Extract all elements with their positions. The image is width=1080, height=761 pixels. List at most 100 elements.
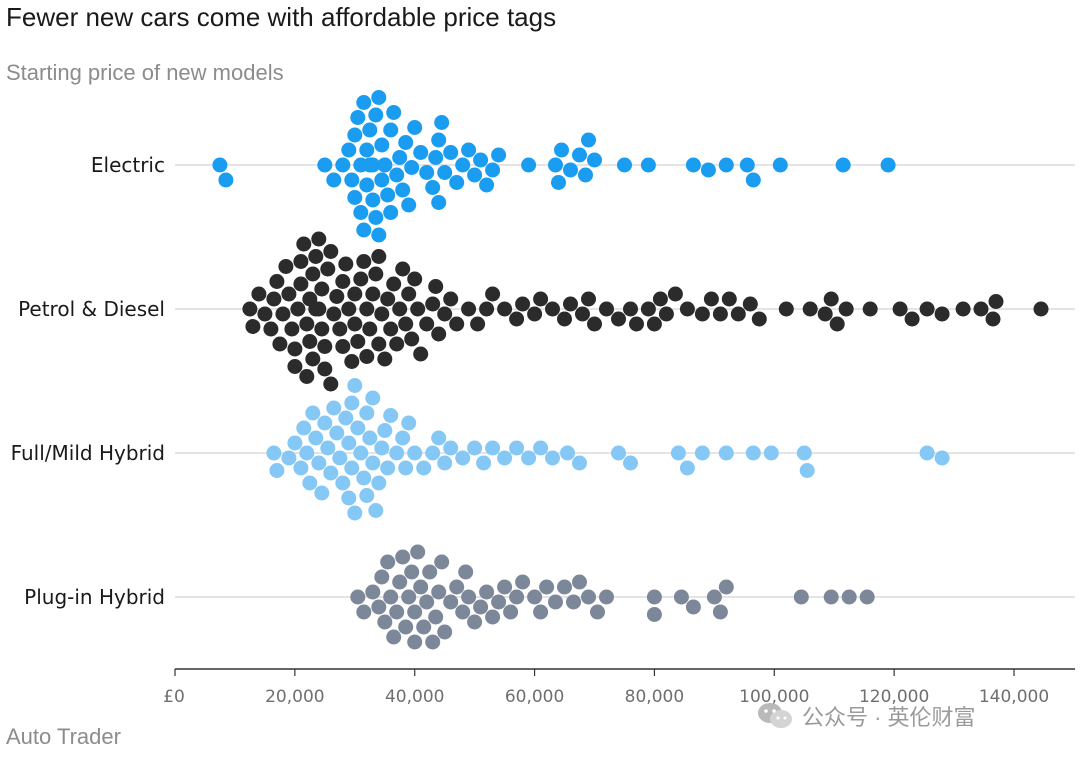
- data-point-plug-in-hybrid: [793, 589, 809, 605]
- data-point-petrol-diesel: [299, 316, 315, 332]
- data-point-plug-in-hybrid: [599, 589, 614, 605]
- data-point-full-mild-hybrid: [323, 465, 339, 481]
- data-point-petrol-diesel: [646, 316, 662, 332]
- data-point-petrol-diesel: [269, 274, 285, 289]
- category-label-plug-in-hybrid: Plug-in Hybrid: [24, 585, 165, 609]
- data-point-plug-in-hybrid: [404, 564, 420, 580]
- data-point-full-mild-hybrid: [560, 445, 575, 461]
- data-point-electric: [739, 157, 755, 173]
- data-point-petrol-diesel: [667, 286, 683, 302]
- data-point-plug-in-hybrid: [548, 594, 563, 610]
- data-point-petrol-diesel: [410, 301, 426, 317]
- data-point-plug-in-hybrid: [859, 589, 875, 605]
- wechat-icon: [756, 701, 794, 731]
- data-point-petrol-diesel: [347, 316, 363, 332]
- data-point-petrol-diesel: [389, 336, 405, 352]
- data-point-full-mild-hybrid: [443, 440, 459, 456]
- data-point-petrol-diesel: [437, 306, 453, 322]
- data-point-petrol-diesel: [398, 316, 414, 332]
- data-point-petrol-diesel: [497, 301, 513, 317]
- data-point-full-mild-hybrid: [545, 450, 560, 466]
- data-point-plug-in-hybrid: [350, 589, 366, 605]
- data-point-petrol-diesel: [401, 286, 417, 302]
- data-point-petrol-diesel: [461, 301, 477, 317]
- data-point-petrol-diesel: [290, 301, 306, 317]
- data-point-plug-in-hybrid: [673, 589, 689, 605]
- data-point-petrol-diesel: [533, 291, 549, 307]
- watermark: 公众号 · 英伦财富: [756, 700, 976, 732]
- data-point-electric: [572, 147, 587, 163]
- watermark-text: 公众号 · 英伦财富: [802, 705, 976, 730]
- data-point-electric: [317, 157, 333, 173]
- data-point-electric: [467, 167, 483, 183]
- data-point-full-mild-hybrid: [401, 415, 417, 431]
- data-point-electric: [685, 157, 701, 173]
- data-point-electric: [563, 162, 578, 178]
- data-point-petrol-diesel: [694, 306, 710, 322]
- data-point-petrol-diesel: [392, 301, 408, 317]
- data-point-electric: [365, 157, 381, 173]
- data-point-plug-in-hybrid: [386, 629, 402, 645]
- data-point-electric: [431, 132, 447, 148]
- data-point-electric: [419, 165, 435, 180]
- data-point-full-mild-hybrid: [509, 440, 525, 456]
- x-tick-label: 140,000: [979, 687, 1049, 707]
- data-point-plug-in-hybrid: [461, 589, 477, 605]
- data-point-petrol-diesel: [296, 236, 312, 252]
- data-point-full-mild-hybrid: [368, 503, 384, 518]
- data-point-petrol-diesel: [368, 266, 384, 282]
- data-point-plug-in-hybrid: [422, 564, 438, 580]
- data-point-petrol-diesel: [581, 291, 596, 307]
- data-point-plug-in-hybrid: [590, 604, 605, 620]
- data-point-electric: [326, 172, 342, 188]
- data-point-petrol-diesel: [311, 301, 327, 317]
- data-point-full-mild-hybrid: [919, 445, 935, 461]
- data-point-electric: [449, 175, 465, 190]
- data-point-plug-in-hybrid: [356, 604, 372, 620]
- data-point-full-mild-hybrid: [356, 470, 372, 486]
- category-label-petrol-diesel: Petrol & Diesel: [18, 297, 165, 321]
- x-tick-label: 40,000: [385, 687, 444, 707]
- data-point-petrol-diesel: [623, 301, 638, 317]
- data-point-electric: [554, 142, 569, 158]
- data-point-petrol-diesel: [527, 306, 543, 322]
- data-point-electric: [383, 205, 399, 220]
- x-tick-label: 60,000: [505, 687, 564, 707]
- data-point-full-mild-hybrid: [317, 415, 333, 431]
- data-point-electric: [218, 172, 234, 188]
- data-point-plug-in-hybrid: [395, 549, 411, 565]
- data-point-plug-in-hybrid: [458, 564, 474, 580]
- data-point-petrol-diesel: [407, 271, 423, 287]
- data-point-plug-in-hybrid: [572, 574, 587, 590]
- data-point-electric: [398, 135, 414, 150]
- data-point-petrol-diesel: [353, 271, 369, 287]
- data-point-plug-in-hybrid: [646, 607, 662, 622]
- data-point-petrol-diesel: [419, 316, 435, 332]
- data-point-petrol-diesel: [293, 276, 309, 292]
- data-point-plug-in-hybrid: [425, 634, 441, 650]
- data-point-electric: [395, 182, 411, 198]
- data-point-full-mild-hybrid: [365, 390, 381, 406]
- data-point-full-mild-hybrid: [377, 423, 393, 438]
- data-point-plug-in-hybrid: [685, 599, 701, 615]
- data-point-petrol-diesel: [287, 341, 303, 357]
- chart-subtitle: Starting price of new models: [6, 60, 284, 85]
- data-point-petrol-diesel: [371, 249, 387, 264]
- data-point-full-mild-hybrid: [266, 445, 282, 461]
- data-point-electric: [374, 137, 390, 153]
- data-point-plug-in-hybrid: [503, 604, 519, 620]
- data-point-petrol-diesel: [380, 291, 396, 307]
- data-point-electric: [374, 172, 390, 188]
- data-point-full-mild-hybrid: [670, 445, 686, 461]
- data-point-petrol-diesel: [892, 301, 908, 317]
- data-point-electric: [443, 145, 459, 160]
- data-point-plug-in-hybrid: [455, 604, 471, 620]
- data-point-electric: [587, 152, 602, 168]
- data-point-electric: [455, 157, 471, 173]
- data-point-petrol-diesel: [266, 291, 282, 307]
- data-point-plug-in-hybrid: [377, 614, 393, 630]
- data-point-plug-in-hybrid: [841, 589, 857, 605]
- data-point-full-mild-hybrid: [380, 460, 396, 476]
- data-point-petrol-diesel: [712, 306, 728, 322]
